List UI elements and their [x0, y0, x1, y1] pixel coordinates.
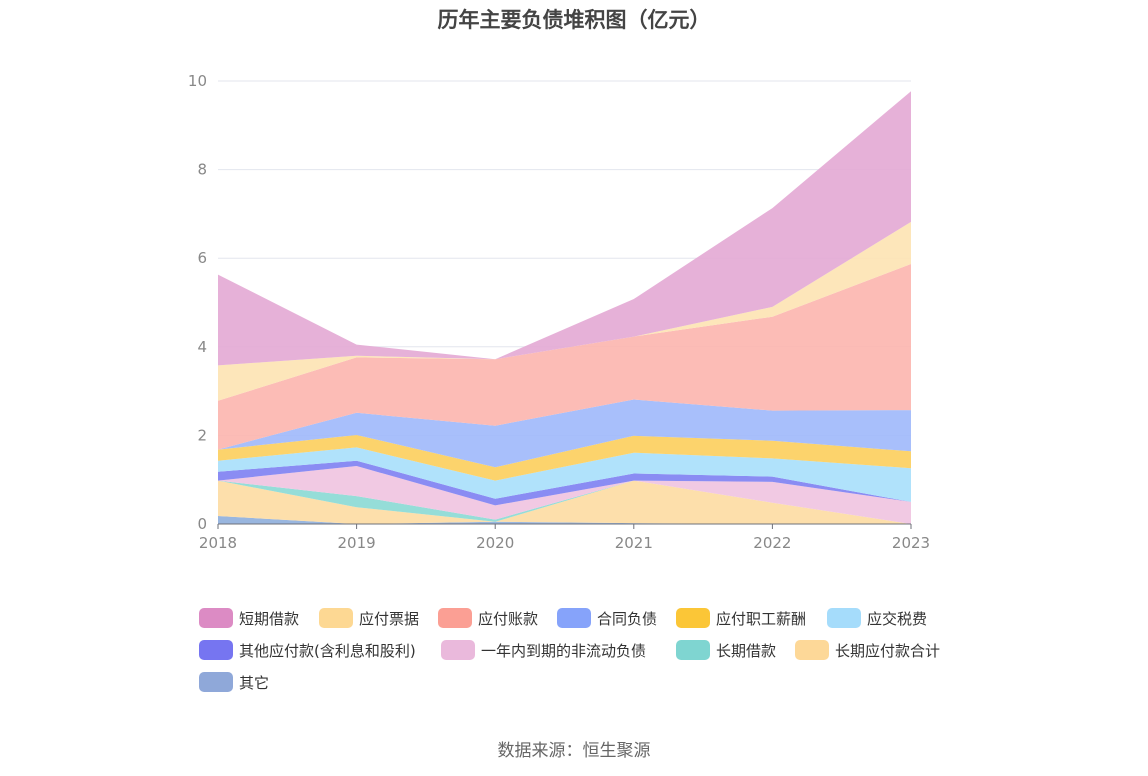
legend-swatch — [441, 640, 475, 660]
legend-label: 其它 — [239, 673, 270, 692]
area-series-10[interactable] — [218, 91, 911, 366]
x-tick-label: 2020 — [476, 534, 514, 552]
legend-item[interactable]: 应交税费 — [827, 606, 927, 630]
y-tick-label: 8 — [197, 161, 207, 179]
legend-item[interactable]: 长期应付款合计 — [795, 638, 940, 662]
legend-label: 长期借款 — [716, 641, 777, 660]
y-tick-label: 6 — [197, 249, 207, 267]
legend-item[interactable]: 一年内到期的非流动负债 — [441, 638, 646, 662]
y-tick-label: 2 — [197, 426, 207, 444]
area-series-7[interactable] — [218, 399, 911, 468]
area-series-5[interactable] — [218, 447, 911, 502]
legend-label: 合同负债 — [597, 609, 658, 628]
legend-swatch — [199, 640, 233, 660]
legend-item[interactable]: 应付账款 — [438, 606, 538, 630]
x-tick-label: 2022 — [753, 534, 791, 552]
y-tick-label: 0 — [197, 515, 207, 533]
legend-label: 一年内到期的非流动负债 — [481, 641, 647, 660]
legend-item[interactable]: 长期借款 — [676, 638, 776, 662]
x-tick-label: 2023 — [892, 534, 930, 552]
chart-area: 0 2 4 6 8 10 2018 2019 2020 2021 2022 2023 — [188, 72, 930, 552]
legend-item[interactable]: 其它 — [199, 670, 269, 694]
axes: 0 2 4 6 8 10 2018 2019 2020 2021 2022 2023 — [188, 72, 930, 552]
legend-item[interactable]: 合同负债 — [557, 606, 657, 630]
legend-label: 应付票据 — [359, 609, 420, 628]
legend-label: 应付账款 — [478, 609, 539, 628]
legend-item[interactable]: 应付票据 — [319, 606, 419, 630]
y-tick-label: 10 — [188, 72, 207, 90]
legend-label: 其他应付款(含利息和股利) — [239, 641, 416, 660]
x-tick-label: 2021 — [615, 534, 653, 552]
legend-label: 短期借款 — [239, 609, 300, 628]
legend-swatch — [199, 608, 233, 628]
area-series-9[interactable] — [218, 221, 911, 401]
legend-swatch — [827, 608, 861, 628]
area-series-0[interactable] — [218, 516, 911, 524]
legend-swatch — [676, 608, 710, 628]
y-tick-label: 4 — [197, 338, 207, 356]
legend-swatch — [676, 640, 710, 660]
legend-swatch — [795, 640, 829, 660]
area-series-1[interactable] — [218, 480, 911, 524]
x-tick-label: 2019 — [338, 534, 376, 552]
x-tick-label: 2018 — [199, 534, 237, 552]
legend-label: 长期应付款合计 — [835, 641, 941, 660]
area-series-6[interactable] — [218, 435, 911, 481]
area-series-8[interactable] — [218, 264, 911, 450]
area-series-layer — [218, 91, 911, 524]
legend-swatch — [557, 608, 591, 628]
area-series-3[interactable] — [218, 466, 911, 524]
data-source-note: 数据来源：恒生聚源 — [497, 741, 651, 761]
legend-swatch — [438, 608, 472, 628]
chart-title: 历年主要负债堆积图（亿元） — [437, 8, 711, 32]
area-series-4[interactable] — [218, 460, 911, 506]
legend-label: 应交税费 — [867, 609, 928, 628]
legend-item[interactable]: 短期借款 — [199, 606, 299, 630]
area-series-2[interactable] — [218, 480, 911, 524]
legend-swatch — [199, 672, 233, 692]
legend-swatch — [319, 608, 353, 628]
legend-label: 应付职工薪酬 — [716, 609, 807, 628]
legend-item[interactable]: 应付职工薪酬 — [676, 606, 806, 630]
legend-item[interactable]: 其他应付款(含利息和股利) — [199, 638, 416, 662]
